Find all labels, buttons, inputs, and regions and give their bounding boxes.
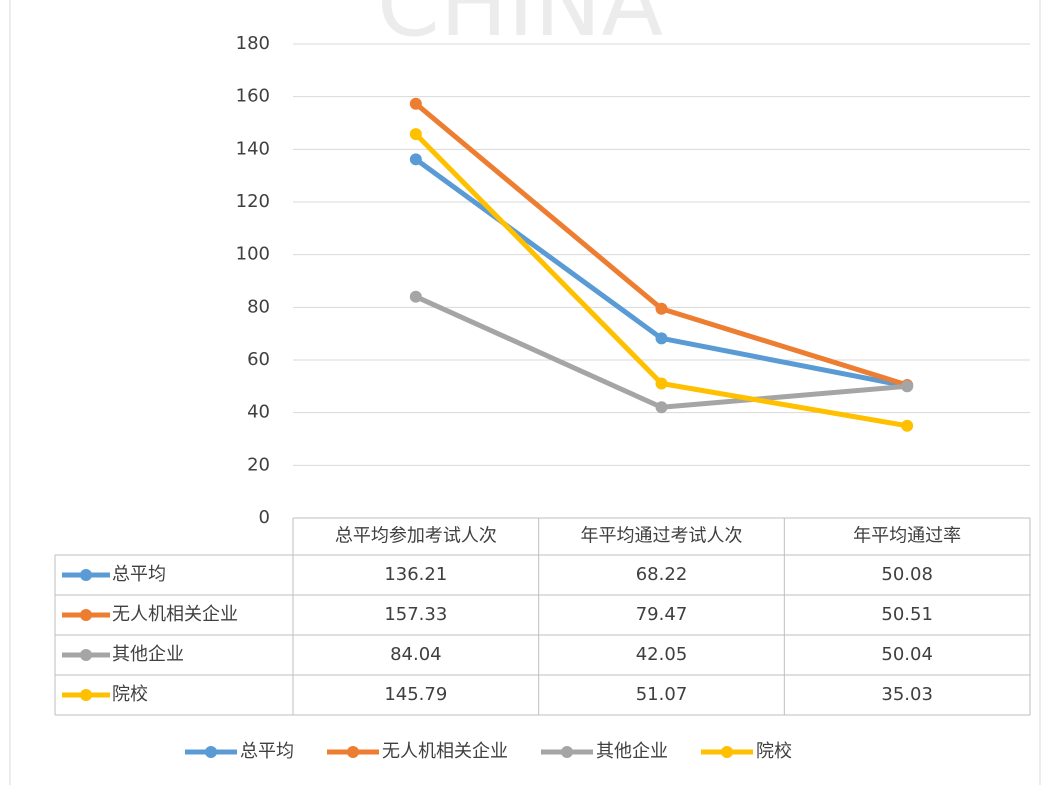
point xyxy=(901,380,914,393)
legend-key-marker xyxy=(721,746,733,758)
legend-key-marker xyxy=(347,746,359,758)
point xyxy=(655,401,668,414)
point xyxy=(409,153,422,166)
row-label: 院校 xyxy=(112,684,148,705)
legend-label: 总平均 xyxy=(240,741,294,762)
point xyxy=(655,377,668,390)
table-header: 年平均通过考试人次 xyxy=(581,526,743,547)
table-cell: 51.07 xyxy=(636,684,688,705)
point xyxy=(901,419,914,432)
legend-key-marker xyxy=(205,746,217,758)
row-label: 总平均 xyxy=(112,564,166,585)
table-cell: 79.47 xyxy=(636,604,688,625)
y-tick-label: 160 xyxy=(236,86,270,107)
legend-key-marker xyxy=(561,746,573,758)
table-cell: 136.21 xyxy=(384,564,447,585)
point xyxy=(655,302,668,315)
table-cell: 84.04 xyxy=(390,644,442,665)
row-label: 其他企业 xyxy=(112,644,184,665)
table-cell: 35.03 xyxy=(881,684,933,705)
point xyxy=(409,128,422,141)
legend-label: 其他企业 xyxy=(596,741,668,762)
table-cell: 42.05 xyxy=(636,644,688,665)
y-tick-label: 80 xyxy=(247,296,270,317)
point xyxy=(655,332,668,345)
table-header: 总平均参加考试人次 xyxy=(335,526,497,547)
y-tick-label: 60 xyxy=(247,349,270,370)
y-tick-label: 180 xyxy=(236,33,270,54)
table-cell: 145.79 xyxy=(384,684,447,705)
table-cell: 50.51 xyxy=(881,604,933,625)
table-cell: 50.04 xyxy=(881,644,933,665)
chart-frame xyxy=(9,0,1041,785)
y-tick-label: 100 xyxy=(236,244,270,265)
series-line xyxy=(414,157,908,389)
legend-label: 院校 xyxy=(756,741,792,762)
table-cell: 50.08 xyxy=(881,564,933,585)
legend-key-marker xyxy=(80,649,92,661)
row-label: 无人机相关企业 xyxy=(112,604,238,625)
legend-key-marker xyxy=(80,609,92,621)
y-tick-label: 40 xyxy=(247,402,270,423)
watermark: CHINA xyxy=(377,0,663,57)
table-header: 年平均通过率 xyxy=(853,526,961,547)
point xyxy=(409,290,422,303)
legend-key-marker xyxy=(80,689,92,701)
table-cell: 157.33 xyxy=(384,604,447,625)
table-cell: 68.22 xyxy=(636,564,688,585)
y-tick-label: 120 xyxy=(236,191,270,212)
legend-key-marker xyxy=(80,569,92,581)
point xyxy=(409,97,422,110)
legend-label: 无人机相关企业 xyxy=(382,741,508,762)
y-tick-label: 20 xyxy=(247,454,270,475)
y-tick-label: 0 xyxy=(259,507,270,528)
y-tick-label: 140 xyxy=(236,138,270,159)
